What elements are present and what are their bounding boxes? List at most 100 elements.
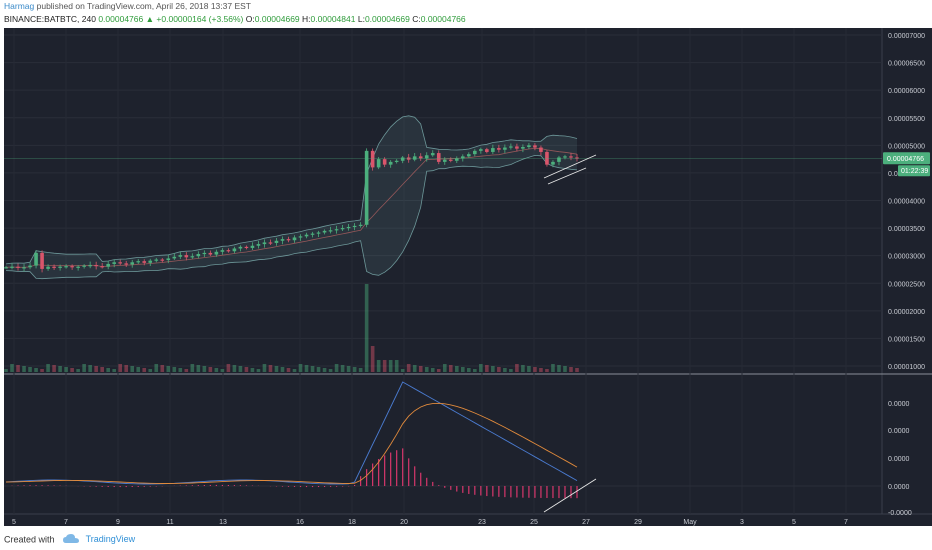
volume-bar: [467, 368, 471, 372]
close-label: C:: [412, 14, 421, 24]
candle-body: [244, 246, 249, 249]
candle-body: [112, 262, 116, 264]
candle-body: [220, 250, 225, 252]
time-tick-label: 7: [64, 519, 68, 526]
candle-body: [196, 254, 201, 257]
volume-bar: [130, 366, 135, 372]
volume-bar: [503, 368, 507, 372]
volume-bar: [473, 369, 477, 372]
candle-body: [166, 258, 171, 261]
price-change: +0.00000164 (+3.56%): [156, 14, 244, 24]
time-tick-label: 25: [530, 519, 538, 526]
volume-bar: [551, 364, 555, 372]
published-text: published on TradingView.com, April 26, …: [36, 1, 251, 11]
publication-line: Harmag published on TradingView.com, Apr…: [4, 1, 251, 11]
candle-body: [515, 146, 519, 149]
created-with-text: Created with: [4, 534, 55, 545]
candle-body: [436, 153, 441, 162]
price-tick-label: 0.00006000: [888, 88, 925, 95]
candle-body: [442, 159, 447, 162]
open-value: 0.00004669: [254, 14, 300, 24]
volume-bar: [184, 369, 189, 372]
volume-bar: [545, 369, 549, 372]
candle-body: [406, 157, 411, 160]
macd-tick-label: -0.0000: [888, 510, 912, 517]
volume-bar: [274, 366, 279, 372]
candle-body: [322, 230, 327, 233]
chart-header: Harmag published on TradingView.com, Apr…: [0, 0, 932, 28]
time-tick-label: 9: [116, 519, 120, 526]
volume-bar: [106, 368, 110, 372]
high-value: 0.00004841: [310, 14, 356, 24]
volume-bar: [509, 369, 513, 372]
volume-bar: [454, 366, 459, 372]
price-tick-label: 0.00003500: [888, 226, 925, 233]
volume-bar: [460, 367, 465, 372]
macd-tick-label: 0.0000: [888, 456, 910, 463]
tradingview-logo-icon: [63, 534, 80, 546]
time-tick-label: 18: [348, 519, 356, 526]
candle-body: [130, 262, 135, 265]
candle-body: [136, 261, 141, 263]
volume-bar: [539, 368, 543, 372]
candle-body: [334, 229, 339, 231]
time-tick-label: 29: [634, 519, 642, 526]
price-tick-label: 0.00003000: [888, 254, 925, 261]
candle-body: [527, 145, 531, 147]
volume-bar: [497, 367, 501, 372]
price-tick-label: 0.00005500: [888, 116, 925, 123]
current-price-tag: 0.00004766: [887, 156, 924, 163]
candle-body: [304, 234, 309, 237]
volume-bar: [358, 368, 363, 372]
volume-bar: [154, 364, 159, 372]
volume-bar: [142, 368, 147, 372]
volume-bar: [214, 368, 219, 372]
candle-body: [148, 260, 153, 263]
candle-body: [76, 266, 80, 268]
candle-body: [286, 239, 291, 241]
time-tick-label: 13: [219, 519, 227, 526]
time-tick-label: 20: [400, 519, 408, 526]
volume-bar: [352, 367, 357, 372]
volume-bar: [479, 364, 483, 372]
candle-body: [382, 159, 387, 165]
volume-bar: [557, 365, 561, 372]
volume-bar: [262, 364, 267, 372]
candle-body: [178, 255, 183, 257]
volume-bar: [136, 367, 141, 372]
tradingview-brand[interactable]: TradingView: [85, 534, 136, 545]
price-tick-label: 0.00006500: [888, 61, 925, 68]
chart-area[interactable]: 0.00007000 0.00006500 0.00006000 0.00005500…: [4, 28, 932, 526]
candle-body: [82, 265, 86, 267]
candle-body: [473, 150, 477, 155]
time-tick-label: May: [683, 519, 697, 526]
volume-bar: [10, 364, 14, 372]
volume-bar: [190, 364, 195, 372]
bollinger-lower-line: [5, 154, 578, 280]
candle-body: [16, 266, 20, 268]
candle-body: [52, 266, 56, 268]
candle-body: [256, 244, 261, 246]
macd-line: [5, 381, 578, 485]
volume-bar: [118, 364, 123, 372]
author-link[interactable]: Harmag: [4, 1, 35, 11]
volume-bar: [328, 369, 333, 372]
open-label: O:: [245, 14, 255, 24]
macd-tick-label: 0.0000: [888, 484, 910, 491]
candle-body: [208, 252, 213, 255]
volume-bar: [418, 366, 423, 372]
candle-body: [226, 250, 231, 252]
chart-canvas[interactable]: 0.00007000 0.00006500 0.00006000 0.00005500…: [4, 28, 932, 526]
volume-bar: [232, 365, 237, 372]
candle-body: [430, 153, 435, 156]
candle-body: [94, 265, 98, 267]
volume-bar: [448, 365, 453, 372]
up-arrow-icon: ▲: [145, 14, 155, 24]
volume-bar: [298, 364, 303, 372]
candle-body: [503, 147, 507, 150]
candle-body: [310, 233, 315, 235]
candle-body: [376, 159, 381, 168]
candle-body: [232, 248, 237, 252]
volume-bar: [394, 360, 399, 372]
candle-body: [202, 252, 207, 255]
